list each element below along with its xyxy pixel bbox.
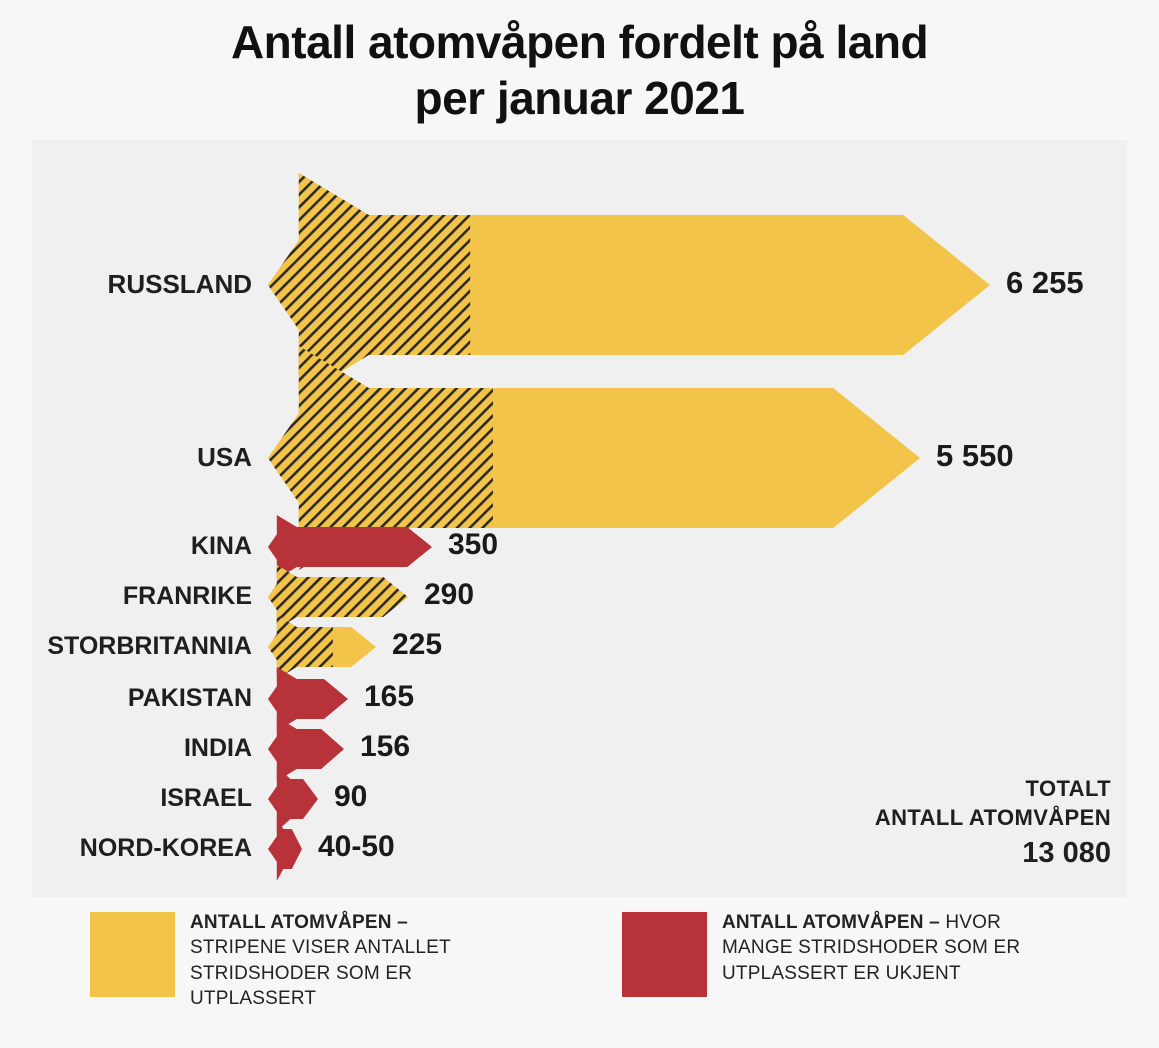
bar-label-india: INDIA (183, 734, 252, 762)
bar-value-franrike: 290 (424, 578, 475, 611)
bar-label-kina: KINA (190, 532, 252, 560)
bar-value-usa: 5 550 (936, 438, 1014, 473)
bar-row: PAKISTAN 165 (32, 667, 1127, 731)
bar-row: STORBRITANNIA 225 (32, 615, 1127, 679)
bar-value-kina: 350 (448, 528, 499, 561)
legend-body-deployed: STRIPENE VISER ANTALLET STRIDSHODER SOM … (190, 937, 451, 1009)
legend-swatch-deployed (90, 912, 175, 997)
bar-label-nord-korea: NORD-KOREA (79, 834, 252, 862)
bar-label-franrike: FRANRIKE (122, 582, 252, 610)
bar-value-russland: 6 255 (1006, 265, 1084, 300)
legend-head-unknown: ANTALL ATOMVÅPEN – (722, 912, 940, 933)
bar-shape-israel (268, 767, 320, 831)
title-line-1: Antall atomvåpen fordelt på land (230, 16, 929, 68)
bar-value-storbritannia: 225 (392, 628, 443, 661)
bar-shape-india (268, 717, 346, 781)
bar-row: FRANRIKE 290 (32, 565, 1127, 629)
legend-text-unknown: ANTALL ATOMVÅPEN – HVOR MANGE STRIDSHODE… (722, 910, 1022, 986)
totals-block: TOTALT ANTALL ATOMVÅPEN 13 080 (875, 775, 1111, 873)
bar-value-india: 156 (360, 730, 411, 763)
bar-label-pakistan: PAKISTAN (127, 684, 252, 712)
totals-line-1: TOTALT (1025, 776, 1111, 802)
bar-row: ISRAEL 90 (32, 767, 1127, 831)
bar-label-russland: RUSSLAND (107, 269, 252, 299)
chart-legend: ANTALL ATOMVÅPEN – STRIPENE VISER ANTALL… (0, 908, 1159, 1028)
bar-shape-nord-korea (268, 817, 304, 881)
bar-row: KINA 350 (32, 515, 1127, 579)
bar-row: RUSSLAND 6 255 (32, 173, 1127, 397)
bar-shape-russland (268, 173, 992, 397)
bar-shape-franrike (268, 565, 410, 629)
legend-head-deployed: ANTALL ATOMVÅPEN – (190, 912, 408, 933)
legend-text-deployed: ANTALL ATOMVÅPEN – STRIPENE VISER ANTALL… (190, 910, 490, 1011)
bar-label-storbritannia: STORBRITANNIA (47, 632, 252, 660)
chart-panel: RUSSLAND 6 255 USA 5 550 KINA 350 FRANRIKE 290 S… (32, 140, 1127, 897)
bar-value-pakistan: 165 (364, 680, 415, 713)
bar-shape-kina (268, 515, 434, 579)
page-title: Antall atomvåpen fordelt på land per jan… (0, 14, 1159, 126)
totals-value: 13 080 (1022, 837, 1111, 870)
bar-row: NORD-KOREA 40-50 (32, 817, 1127, 881)
totals-line-2: ANTALL ATOMVÅPEN (874, 804, 1111, 830)
title-line-2: per januar 2021 (414, 72, 745, 125)
bar-label-israel: ISRAEL (160, 784, 252, 812)
bar-label-usa: USA (197, 442, 252, 472)
legend-body-unknown: HVOR MANGE STRIDSHODER SOM ER UTPLASSERT… (722, 912, 1021, 984)
bar-value-nord-korea: 40-50 (318, 830, 395, 863)
bar-value-israel: 90 (334, 780, 368, 813)
bar-row: INDIA 156 (32, 717, 1127, 781)
legend-swatch-unknown (622, 912, 707, 997)
bar-row: USA 5 550 (32, 346, 1127, 570)
